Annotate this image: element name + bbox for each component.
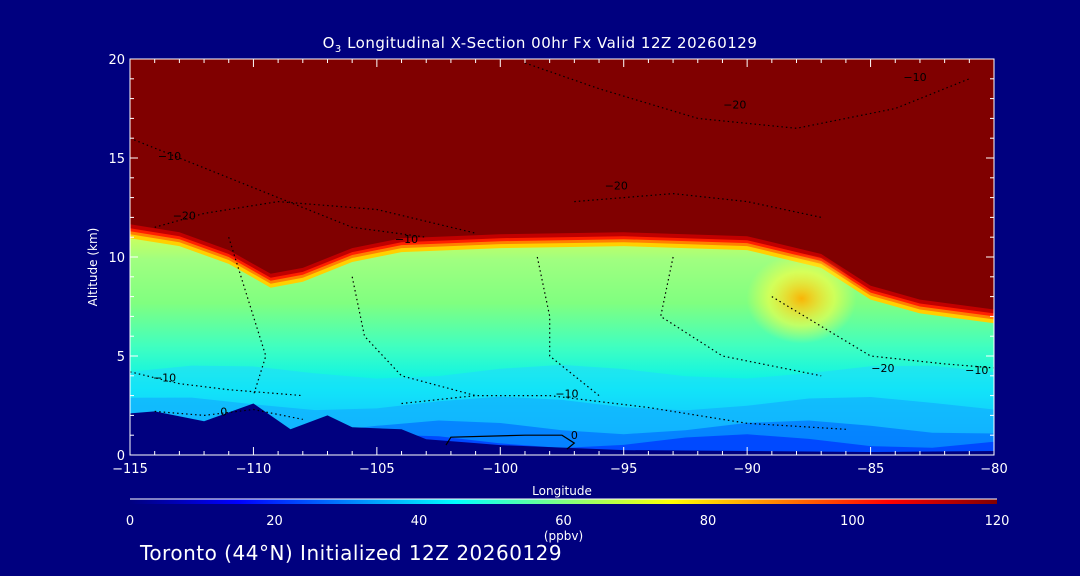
contour-line-4 (228, 237, 267, 396)
colorbar-tick-label: 60 (555, 514, 572, 529)
title-prefix: O (322, 34, 335, 52)
colorbar-tick-label: 100 (840, 514, 865, 529)
contour-label: −20 (605, 180, 628, 193)
x-tick-label: −80 (980, 462, 1007, 477)
contour-label: −10 (903, 71, 926, 84)
contour-label: −20 (723, 99, 746, 112)
colorbar-tick-label: 40 (411, 514, 428, 529)
x-tick-label: −105 (359, 462, 395, 477)
title-rest: Longitudinal X-Section 00hr Fx Valid 12Z… (341, 34, 758, 52)
x-tick-label: −95 (610, 462, 637, 477)
contour-label: −10 (158, 150, 181, 163)
contour-label: −10 (153, 372, 176, 385)
contour-line-10 (401, 395, 846, 430)
title-subscript: 3 (334, 44, 342, 55)
contour-line-5 (351, 276, 476, 397)
x-tick-label: −90 (733, 462, 760, 477)
contour-label: 0 (220, 405, 227, 418)
colorbar: 0 20 40 60 80 100 120 (ppbv) (126, 498, 1010, 543)
chart-title: O3 Longitudinal X-Section 00hr Fx Valid … (0, 34, 1080, 55)
y-tick-label: 10 (108, 251, 125, 266)
contour-line-6 (536, 256, 600, 397)
footer-label: Toronto (44°N) Initialized 12Z 20260129 (140, 541, 563, 565)
x-tick-label: −100 (482, 462, 518, 477)
colorbar-tick-label: 80 (700, 514, 717, 529)
colorbar-tick-label: 0 (126, 514, 134, 529)
tropopause-fold (746, 253, 857, 344)
colorbar-strip (130, 499, 997, 504)
y-tick-label: 5 (117, 350, 125, 365)
y-tick-label: 20 (108, 53, 125, 68)
contour-label: −10 (555, 388, 578, 401)
contour-label: 0 (571, 429, 578, 442)
colorbar-tick-label: 120 (985, 514, 1010, 529)
contour-line-3 (574, 192, 822, 218)
contour-label: −20 (871, 362, 894, 375)
zero-contour (445, 434, 576, 450)
contour-line-2 (154, 200, 476, 234)
terrain (130, 403, 994, 455)
x-tick-label: −115 (112, 462, 148, 477)
y-tick-label: 15 (108, 152, 125, 167)
colorbar-unit-label: (ppbv) (544, 529, 583, 543)
y-axis-label: Altitude (km) (86, 228, 100, 307)
x-tick-label: −85 (857, 462, 884, 477)
colorbar-tick-label: 20 (266, 514, 283, 529)
x-tick-label: −110 (236, 462, 272, 477)
y-tick-label: 0 (117, 449, 125, 464)
x-axis-label: Longitude (532, 484, 592, 498)
axes: −115 −110 −105 −100 −95 −90 −85 −8005101520Long… (86, 53, 1008, 498)
contour-label: −10 (395, 233, 418, 246)
plot-area: −10 −20 −10 −20 −20 −10 −20 −10 −10 −10 0 0 (130, 59, 994, 455)
contour-label: −20 (173, 209, 196, 222)
contour-label: −10 (965, 364, 988, 377)
